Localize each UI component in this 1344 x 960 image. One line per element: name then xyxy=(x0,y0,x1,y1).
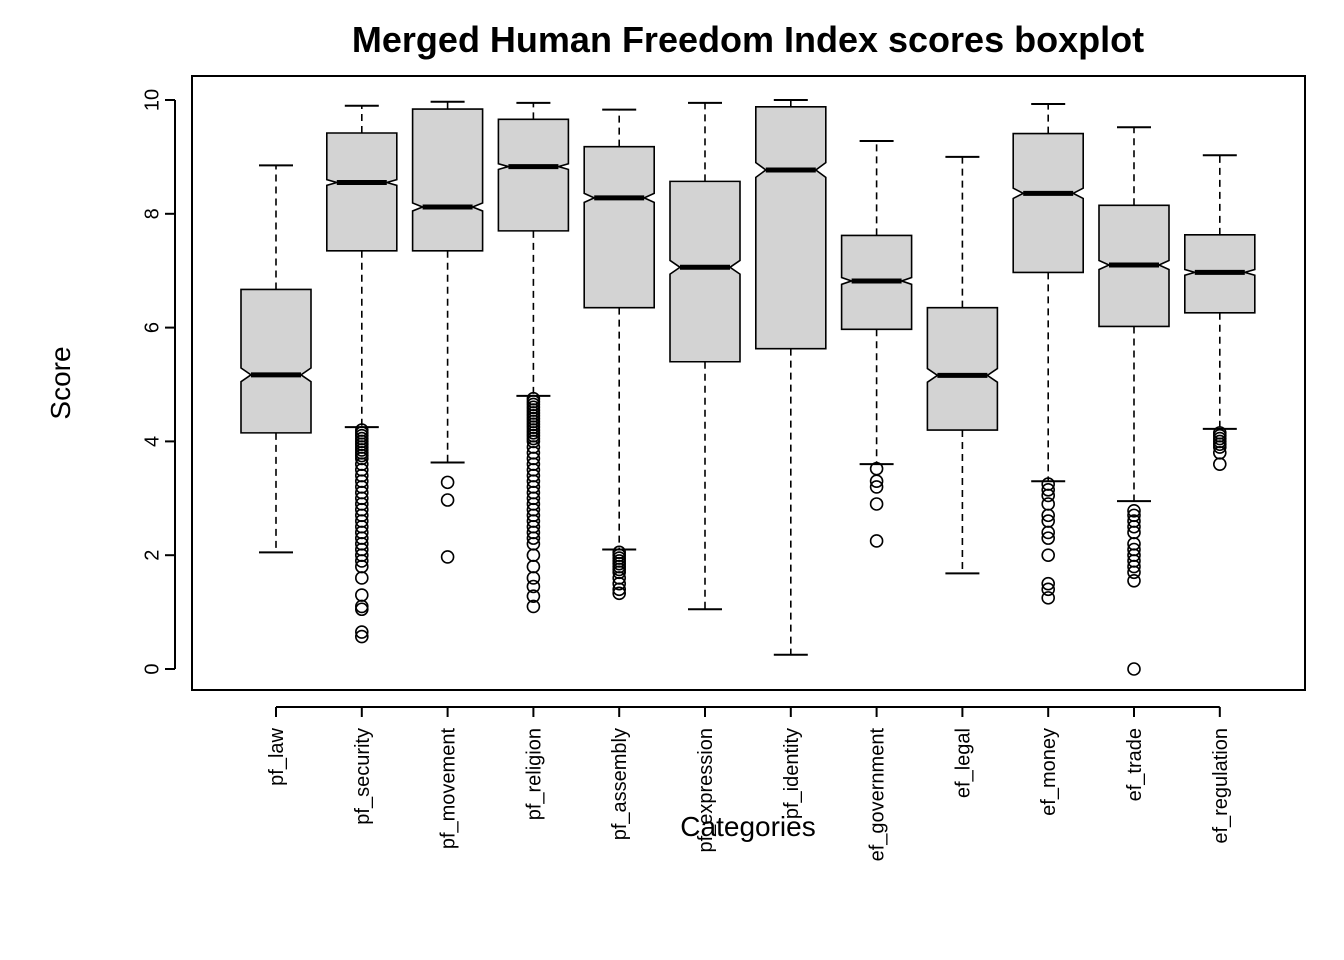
y-axis: 0 2 4 6 8 10 xyxy=(141,89,176,675)
outlier-point xyxy=(869,474,884,489)
x-tick-label: pf_security xyxy=(352,728,374,825)
box-ef_money xyxy=(1012,102,1084,605)
chart-title: Merged Human Freedom Index scores boxplo… xyxy=(352,19,1144,60)
x-tick-label: ef_trade xyxy=(1124,728,1146,801)
outlier-point xyxy=(1041,482,1055,497)
notched-box xyxy=(926,306,999,431)
outlier-point xyxy=(354,625,369,639)
box-ef_legal xyxy=(926,155,999,575)
y-tick-label: 6 xyxy=(141,322,163,333)
outlier-point xyxy=(354,588,369,602)
outlier-point xyxy=(526,571,541,585)
outlier-point xyxy=(869,497,884,511)
outlier-point xyxy=(526,531,541,545)
notched-box xyxy=(754,106,827,350)
x-tick-label: ef_legal xyxy=(952,728,974,798)
outlier-point xyxy=(1213,440,1227,454)
y-tick-label: 8 xyxy=(141,208,163,219)
outlier-point xyxy=(354,554,369,568)
x-axis: pf_law pf_security pf_movement pf_religion p… xyxy=(266,706,1232,862)
outlier-point xyxy=(1041,497,1055,511)
outlier-point xyxy=(1127,519,1141,534)
outlier-point xyxy=(869,534,884,548)
box-pf_identity xyxy=(754,99,827,656)
outlier-point xyxy=(1127,565,1141,580)
outlier-point xyxy=(440,550,455,564)
x-tick-label: ef_regulation xyxy=(1210,728,1232,844)
outlier-point xyxy=(1041,488,1055,503)
box-pf_religion xyxy=(497,101,570,614)
outlier-point xyxy=(526,579,541,594)
outlier-point xyxy=(1041,548,1055,563)
outlier-point xyxy=(354,571,369,585)
x-tick-label: pf_religion xyxy=(523,728,545,820)
outlier-point xyxy=(612,576,627,591)
outlier-point xyxy=(526,599,541,614)
outlier-point xyxy=(1041,582,1055,597)
notched-box xyxy=(669,180,741,363)
x-tick-label: pf_identity xyxy=(781,728,803,819)
boxes-layer xyxy=(240,99,1256,676)
y-tick-label: 2 xyxy=(141,550,163,561)
notched-box xyxy=(1012,132,1084,274)
x-tick-label: ef_government xyxy=(867,728,889,862)
outlier-point xyxy=(612,586,627,601)
box-pf_assembly xyxy=(583,108,656,601)
outlier-point xyxy=(1127,574,1141,588)
outlier-point xyxy=(1041,531,1055,545)
y-tick-label: 10 xyxy=(141,89,163,111)
x-tick-label: ef_money xyxy=(1038,728,1060,816)
outlier-point xyxy=(1041,591,1055,605)
x-axis-label: Categories xyxy=(680,811,815,842)
box-pf_law xyxy=(240,164,312,554)
box-ef_trade xyxy=(1098,126,1170,676)
box-pf_movement xyxy=(411,100,484,564)
outlier-point xyxy=(526,589,541,603)
notched-box xyxy=(583,145,656,309)
x-tick-label: pf_expression xyxy=(695,728,717,853)
x-tick-label: pf_assembly xyxy=(609,728,631,840)
outlier-point xyxy=(1213,457,1227,471)
outlier-point xyxy=(1127,559,1141,574)
y-tick-label: 0 xyxy=(141,663,163,674)
plot-frame xyxy=(191,75,1306,691)
notched-box xyxy=(240,288,312,434)
outlier-point xyxy=(354,629,369,644)
notched-box xyxy=(325,132,398,252)
y-axis-label: Score xyxy=(45,346,76,419)
outlier-point xyxy=(440,475,455,490)
outlier-point xyxy=(440,493,455,507)
box-ef_regulation xyxy=(1184,154,1256,471)
outlier-point xyxy=(526,548,541,563)
y-tick-label: 4 xyxy=(141,436,163,447)
outlier-point xyxy=(1127,662,1141,676)
outlier-point xyxy=(612,582,627,597)
outlier-point xyxy=(1127,504,1141,518)
notched-box xyxy=(411,108,484,252)
outlier-point xyxy=(1041,576,1055,591)
box-ef_government xyxy=(840,139,913,548)
notched-box xyxy=(497,118,570,232)
outlier-point xyxy=(869,480,884,494)
outlier-point xyxy=(354,599,369,614)
outlier-point xyxy=(1041,525,1055,540)
x-tick-label: pf_movement xyxy=(438,728,460,850)
box-pf_expression xyxy=(669,101,741,611)
x-tick-label: pf_law xyxy=(266,727,288,785)
outlier-point xyxy=(1041,508,1055,523)
outlier-point xyxy=(354,602,369,617)
box-pf_security xyxy=(325,104,398,644)
outlier-point xyxy=(526,559,541,574)
